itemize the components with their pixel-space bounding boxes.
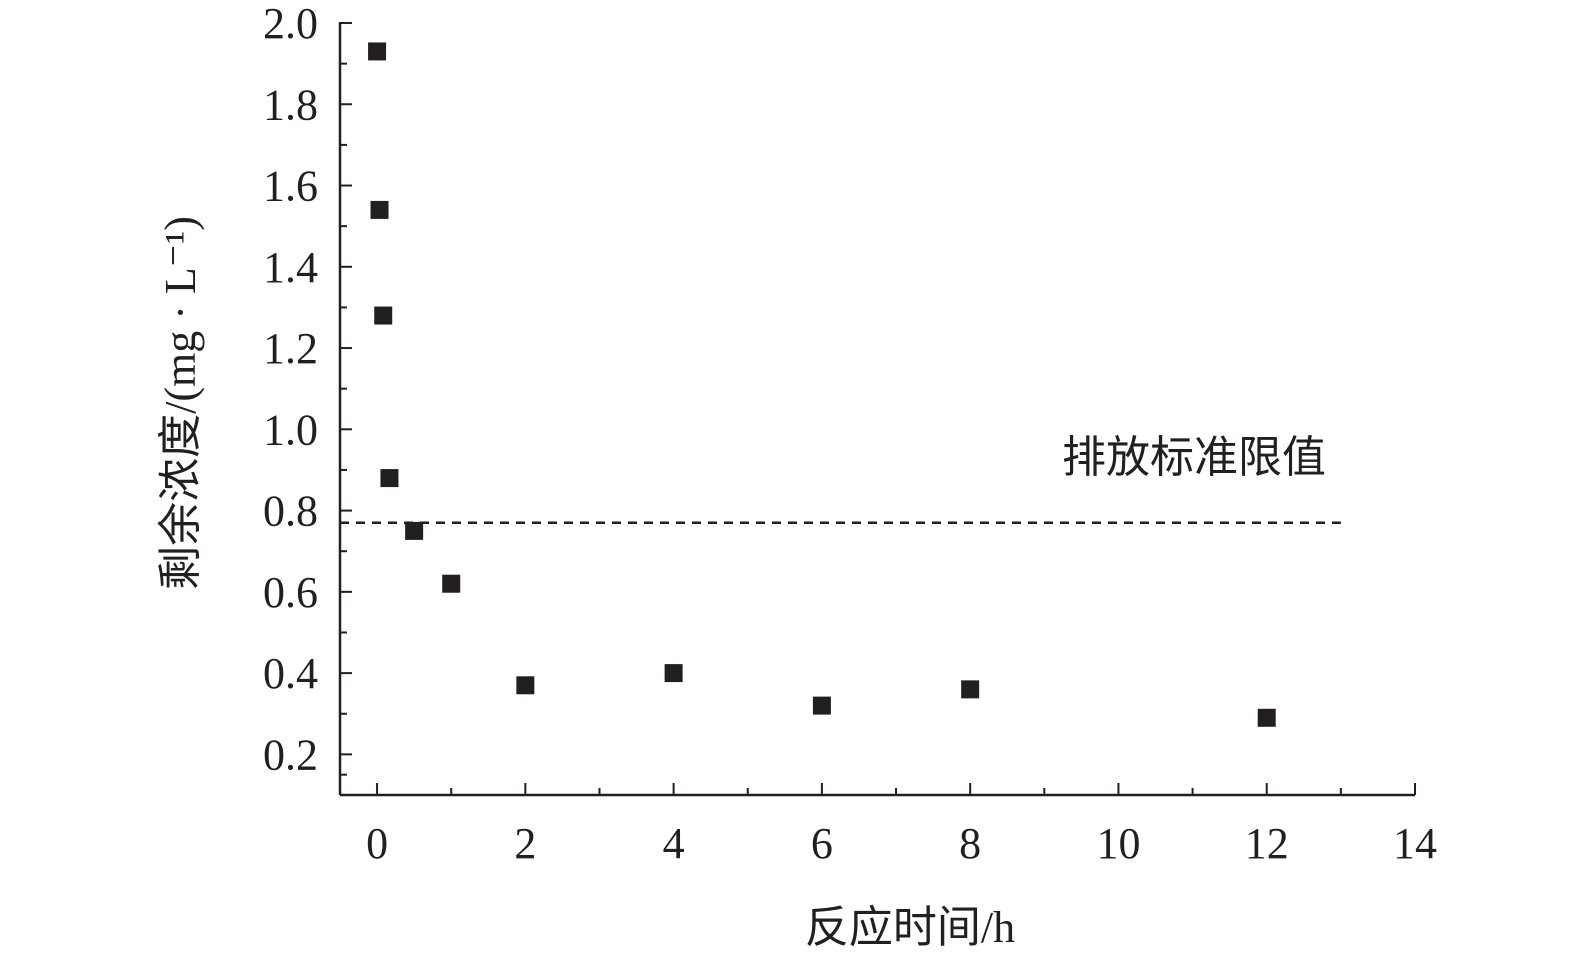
y-tick-label: 1.4 [263,243,318,292]
y-ticks: 0.2 0.4 0.6 0.8 1.0 1.2 1.4 1.6 1.8 2.0 [263,0,352,779]
reference-line-label: 排放标准限值 [1062,433,1326,482]
y-tick-label: 1.6 [263,162,318,211]
y-tick-label: 1.8 [263,80,318,129]
x-tick-label: 4 [663,819,685,868]
data-point-square [961,680,980,699]
x-tick-label: 12 [1245,819,1289,868]
y-tick-label: 0.4 [263,649,318,698]
axes [338,22,1415,797]
data-point-square [1257,708,1276,727]
y-tick-label: 0.6 [263,568,318,617]
data-point-square [374,306,393,325]
x-tick-label: 2 [514,819,536,868]
data-point-square [370,200,389,219]
data-point-square [380,469,399,488]
data-point-square [664,664,683,683]
y-tick-label: 1.0 [263,405,318,454]
y-tick-label: 1.2 [263,324,318,373]
x-tick-label: 0 [366,819,388,868]
y-tick-label: 0.2 [263,730,318,779]
y-axis-title: 剩余浓度/(mg · L⁻¹) [156,216,205,590]
x-tick-label: 14 [1393,819,1437,868]
data-point-square [405,521,424,540]
x-axis-title: 反应时间/h [805,903,1015,952]
x-tick-label: 10 [1096,819,1140,868]
x-ticks: 0 2 4 6 8 10 12 14 [366,783,1437,868]
y-tick-label: 0.8 [263,487,318,536]
x-tick-label: 6 [811,819,833,868]
x-tick-label: 8 [959,819,981,868]
data-point-square [368,42,387,61]
data-point-square [442,574,461,593]
data-point-square [812,696,831,715]
y-tick-label: 2.0 [263,0,318,48]
data-points [368,42,1276,727]
data-point-square [516,676,535,695]
